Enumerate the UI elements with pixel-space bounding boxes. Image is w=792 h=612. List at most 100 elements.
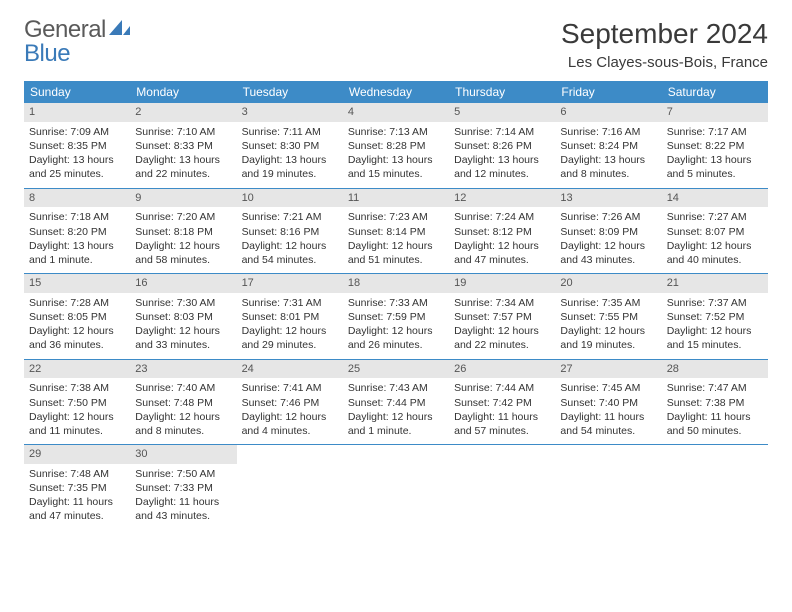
- day-details: Sunrise: 7:14 AMSunset: 8:26 PMDaylight:…: [454, 125, 550, 182]
- sunset-text: Sunset: 7:48 PM: [135, 396, 231, 410]
- day-number: 7: [662, 103, 768, 122]
- logo-text-a: General: [24, 18, 106, 42]
- sunrise-text: Sunrise: 7:50 AM: [135, 467, 231, 481]
- daylight-text-2: and 8 minutes.: [135, 424, 231, 438]
- day-cell: 11Sunrise: 7:23 AMSunset: 8:14 PMDayligh…: [343, 188, 449, 274]
- day-cell: 17Sunrise: 7:31 AMSunset: 8:01 PMDayligh…: [237, 274, 343, 360]
- daylight-text-1: Daylight: 12 hours: [667, 239, 763, 253]
- sunrise-text: Sunrise: 7:21 AM: [242, 210, 338, 224]
- day-number: 12: [449, 189, 555, 208]
- daylight-text-2: and 4 minutes.: [242, 424, 338, 438]
- sunset-text: Sunset: 8:24 PM: [560, 139, 656, 153]
- daylight-text-1: Daylight: 12 hours: [348, 410, 444, 424]
- logo-text-b: Blue: [24, 42, 131, 66]
- sunrise-text: Sunrise: 7:17 AM: [667, 125, 763, 139]
- day-details: Sunrise: 7:27 AMSunset: 8:07 PMDaylight:…: [667, 210, 763, 267]
- day-number: 28: [662, 360, 768, 379]
- sunset-text: Sunset: 8:22 PM: [667, 139, 763, 153]
- day-number: 20: [555, 274, 661, 293]
- sunset-text: Sunset: 7:46 PM: [242, 396, 338, 410]
- day-cell: 27 Sunrise: 7:45 AMSunset: 7:40 PMDayligh…: [555, 359, 661, 445]
- day-header: Wednesday: [343, 81, 449, 103]
- daylight-text-2: and 15 minutes.: [667, 338, 763, 352]
- daylight-text-1: Daylight: 12 hours: [242, 410, 338, 424]
- day-number: 14: [662, 189, 768, 208]
- daylight-text-2: and 25 minutes.: [29, 167, 125, 181]
- day-cell: 22Sunrise: 7:38 AMSunset: 7:50 PMDayligh…: [24, 359, 130, 445]
- sunset-text: Sunset: 7:59 PM: [348, 310, 444, 324]
- day-details: Sunrise: 7:43 AMSunset: 7:44 PMDaylight:…: [348, 381, 444, 438]
- sunset-text: Sunset: 8:14 PM: [348, 225, 444, 239]
- sunrise-text: Sunrise: 7:26 AM: [560, 210, 656, 224]
- day-number: 9: [130, 189, 236, 208]
- sunrise-text: Sunrise: 7:13 AM: [348, 125, 444, 139]
- daylight-text-1: Daylight: 12 hours: [560, 324, 656, 338]
- daylight-text-1: Daylight: 12 hours: [135, 324, 231, 338]
- daylight-text-2: and 51 minutes.: [348, 253, 444, 267]
- day-cell: 3Sunrise: 7:11 AMSunset: 8:30 PMDaylight…: [237, 103, 343, 188]
- day-header-row: Sunday Monday Tuesday Wednesday Thursday…: [24, 81, 768, 103]
- sunrise-text: Sunrise: 7:27 AM: [667, 210, 763, 224]
- day-details: Sunrise: 7:24 AMSunset: 8:12 PMDaylight:…: [454, 210, 550, 267]
- day-number: 18: [343, 274, 449, 293]
- daylight-text-1: Daylight: 13 hours: [560, 153, 656, 167]
- day-number: 16: [130, 274, 236, 293]
- daylight-text-1: Daylight: 13 hours: [348, 153, 444, 167]
- day-number: 11: [343, 189, 449, 208]
- sunrise-text: Sunrise: 7:48 AM: [29, 467, 125, 481]
- sunrise-text: Sunrise: 7:14 AM: [454, 125, 550, 139]
- sunset-text: Sunset: 8:03 PM: [135, 310, 231, 324]
- daylight-text-1: Daylight: 11 hours: [667, 410, 763, 424]
- day-details: Sunrise: 7:26 AMSunset: 8:09 PMDaylight:…: [560, 210, 656, 267]
- day-cell: 8Sunrise: 7:18 AMSunset: 8:20 PMDaylight…: [24, 188, 130, 274]
- sunset-text: Sunset: 8:16 PM: [242, 225, 338, 239]
- daylight-text-2: and 8 minutes.: [560, 167, 656, 181]
- day-details: Sunrise: 7:37 AMSunset: 7:52 PMDaylight:…: [667, 296, 763, 353]
- day-cell: 19Sunrise: 7:34 AMSunset: 7:57 PMDayligh…: [449, 274, 555, 360]
- daylight-text-1: Daylight: 13 hours: [135, 153, 231, 167]
- daylight-text-1: Daylight: 12 hours: [135, 239, 231, 253]
- day-details: Sunrise: 7:21 AMSunset: 8:16 PMDaylight:…: [242, 210, 338, 267]
- day-details: Sunrise: 7:16 AMSunset: 8:24 PMDaylight:…: [560, 125, 656, 182]
- day-details: Sunrise: 7:33 AMSunset: 7:59 PMDaylight:…: [348, 296, 444, 353]
- sunrise-text: Sunrise: 7:34 AM: [454, 296, 550, 310]
- daylight-text-2: and 47 minutes.: [29, 509, 125, 523]
- day-cell: 25Sunrise: 7:43 AMSunset: 7:44 PMDayligh…: [343, 359, 449, 445]
- day-number: 1: [24, 103, 130, 122]
- sunset-text: Sunset: 8:30 PM: [242, 139, 338, 153]
- logo-sail-icon: [109, 18, 131, 42]
- sunset-text: Sunset: 7:50 PM: [29, 396, 125, 410]
- day-details: Sunrise: 7:28 AMSunset: 8:05 PMDaylight:…: [29, 296, 125, 353]
- sunrise-text: Sunrise: 7:35 AM: [560, 296, 656, 310]
- daylight-text-1: Daylight: 12 hours: [454, 324, 550, 338]
- day-cell: 1Sunrise: 7:09 AMSunset: 8:35 PMDaylight…: [24, 103, 130, 188]
- day-number: 3: [237, 103, 343, 122]
- daylight-text-1: Daylight: 12 hours: [242, 324, 338, 338]
- logo: GeneralBlue: [24, 18, 131, 66]
- daylight-text-1: Daylight: 13 hours: [29, 239, 125, 253]
- day-number: 27: [555, 360, 661, 379]
- day-cell: 14 Sunrise: 7:27 AMSunset: 8:07 PMDayligh…: [662, 188, 768, 274]
- day-cell: 5Sunrise: 7:14 AMSunset: 8:26 PMDaylight…: [449, 103, 555, 188]
- daylight-text-1: Daylight: 12 hours: [348, 239, 444, 253]
- day-details: Sunrise: 7:45 AMSunset: 7:40 PMDaylight:…: [560, 381, 656, 438]
- daylight-text-2: and 29 minutes.: [242, 338, 338, 352]
- sunrise-text: Sunrise: 7:30 AM: [135, 296, 231, 310]
- daylight-text-2: and 47 minutes.: [454, 253, 550, 267]
- day-details: Sunrise: 7:30 AMSunset: 8:03 PMDaylight:…: [135, 296, 231, 353]
- day-cell: 13 Sunrise: 7:26 AMSunset: 8:09 PMDayligh…: [555, 188, 661, 274]
- day-header: Thursday: [449, 81, 555, 103]
- day-cell: 23Sunrise: 7:40 AMSunset: 7:48 PMDayligh…: [130, 359, 236, 445]
- day-cell: 24Sunrise: 7:41 AMSunset: 7:46 PMDayligh…: [237, 359, 343, 445]
- day-number: 17: [237, 274, 343, 293]
- daylight-text-2: and 22 minutes.: [454, 338, 550, 352]
- day-number: 13: [555, 189, 661, 208]
- sunset-text: Sunset: 7:52 PM: [667, 310, 763, 324]
- day-header: Tuesday: [237, 81, 343, 103]
- day-number: 8: [24, 189, 130, 208]
- sunrise-text: Sunrise: 7:47 AM: [667, 381, 763, 395]
- sunset-text: Sunset: 8:18 PM: [135, 225, 231, 239]
- day-cell: 21Sunrise: 7:37 AMSunset: 7:52 PMDayligh…: [662, 274, 768, 360]
- calendar-table: Sunday Monday Tuesday Wednesday Thursday…: [24, 81, 768, 530]
- daylight-text-2: and 43 minutes.: [560, 253, 656, 267]
